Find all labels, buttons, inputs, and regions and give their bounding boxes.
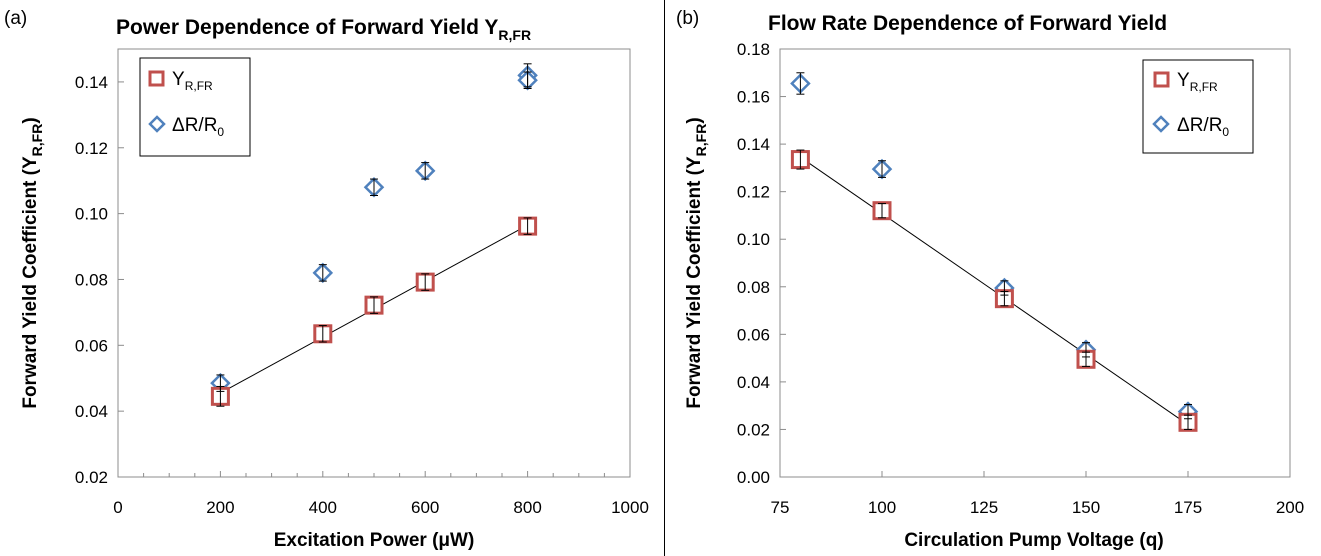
- panel-a-legend-label-y: YR,FR: [172, 69, 213, 93]
- panel-b: (b) Flow Rate Dependence of Forward Yiel…: [676, 8, 1304, 551]
- panel-b-legend: YR,FR ΔR/R0: [1142, 59, 1254, 154]
- panel-a-x-tick-label: 0: [113, 498, 122, 517]
- panel-b-y-tick-label: 0.06: [737, 325, 770, 344]
- panel-b-y-tick-label: 0.08: [737, 278, 770, 297]
- panel-b-y-tick-label: 0.02: [737, 420, 770, 439]
- panel-b-title: Flow Rate Dependence of Forward Yield: [768, 12, 1167, 35]
- panel-a-x-tick-label: 600: [411, 498, 439, 517]
- panel-b-x-axis-label: Circulation Pump Voltage (q): [904, 530, 1163, 551]
- panel-b-x-tick-label: 100: [868, 498, 896, 517]
- panel-a-x-axis-label: Excitation Power (μW): [274, 530, 475, 551]
- panel-b-y-tick-label: 0.12: [737, 183, 770, 202]
- panel-a-legend-marker-y: [148, 70, 165, 87]
- panel-b-fit-line: [800, 156, 1189, 426]
- panel-b-legend-label-y: YR,FR: [1177, 70, 1218, 94]
- panel-a-x-tick-label: 400: [309, 498, 337, 517]
- panel-a-x-tick-label: 200: [206, 498, 234, 517]
- panel-b-x-tick-label: 150: [1072, 498, 1100, 517]
- panel-b-y-tick-label: 0.18: [737, 40, 770, 59]
- panel-a-legend: YR,FR ΔR/R0: [139, 57, 251, 157]
- panel-a-y-tick-label: 0.04: [75, 402, 108, 421]
- panel-a-y-tick-label: 0.02: [75, 468, 108, 487]
- panel-b-y-tick-label: 0.00: [737, 468, 770, 487]
- panel-a-y-tick-label: 0.08: [75, 270, 108, 289]
- panel-b-legend-label-dr: ΔR/R0: [1177, 115, 1229, 139]
- panel-b-y-tick-label: 0.16: [737, 88, 770, 107]
- panel-a-y-tick-label: 0.14: [75, 73, 108, 92]
- panel-a-x-tick-label: 800: [513, 498, 541, 517]
- panel-a-legend-label-dr: ΔR/R0: [172, 115, 224, 139]
- panel-a: (a) Power Dependence of Forward Yield YR…: [4, 8, 649, 551]
- panel-b-x-tick-label: 200: [1276, 498, 1304, 517]
- panel-b-label: (b): [676, 8, 699, 29]
- panel-a-label: (a): [4, 8, 27, 29]
- panel-b-y-tick-label: 0.14: [737, 135, 770, 154]
- panel-b-y-tick-label: 0.04: [737, 373, 770, 392]
- panel-a-title: Power Dependence of Forward Yield YR,FR: [116, 16, 531, 43]
- panel-b-y-tick-label: 0.10: [737, 230, 770, 249]
- panel-a-y-tick-label: 0.06: [75, 336, 108, 355]
- panel-b-legend-marker-y: [1153, 71, 1170, 88]
- panel-b-x-tick-label: 75: [771, 498, 790, 517]
- panel-a-y-tick-label: 0.10: [75, 205, 108, 224]
- panel-b-legend-marker-dr: [1152, 115, 1170, 133]
- panel-a-y-tick-label: 0.12: [75, 139, 108, 158]
- panel-divider: [664, 0, 665, 556]
- panel-b-y-axis-label: Forward Yield Coefficient (YR,FR): [684, 117, 709, 408]
- panel-a-legend-marker-dr: [148, 115, 166, 133]
- panel-b-x-tick-label: 175: [1174, 498, 1202, 517]
- panel-a-x-tick-label: 1000: [611, 498, 649, 517]
- panel-a-y-axis-label: Forward Yield Coefficient (YR,FR): [20, 117, 45, 408]
- panel-b-x-tick-label: 125: [970, 498, 998, 517]
